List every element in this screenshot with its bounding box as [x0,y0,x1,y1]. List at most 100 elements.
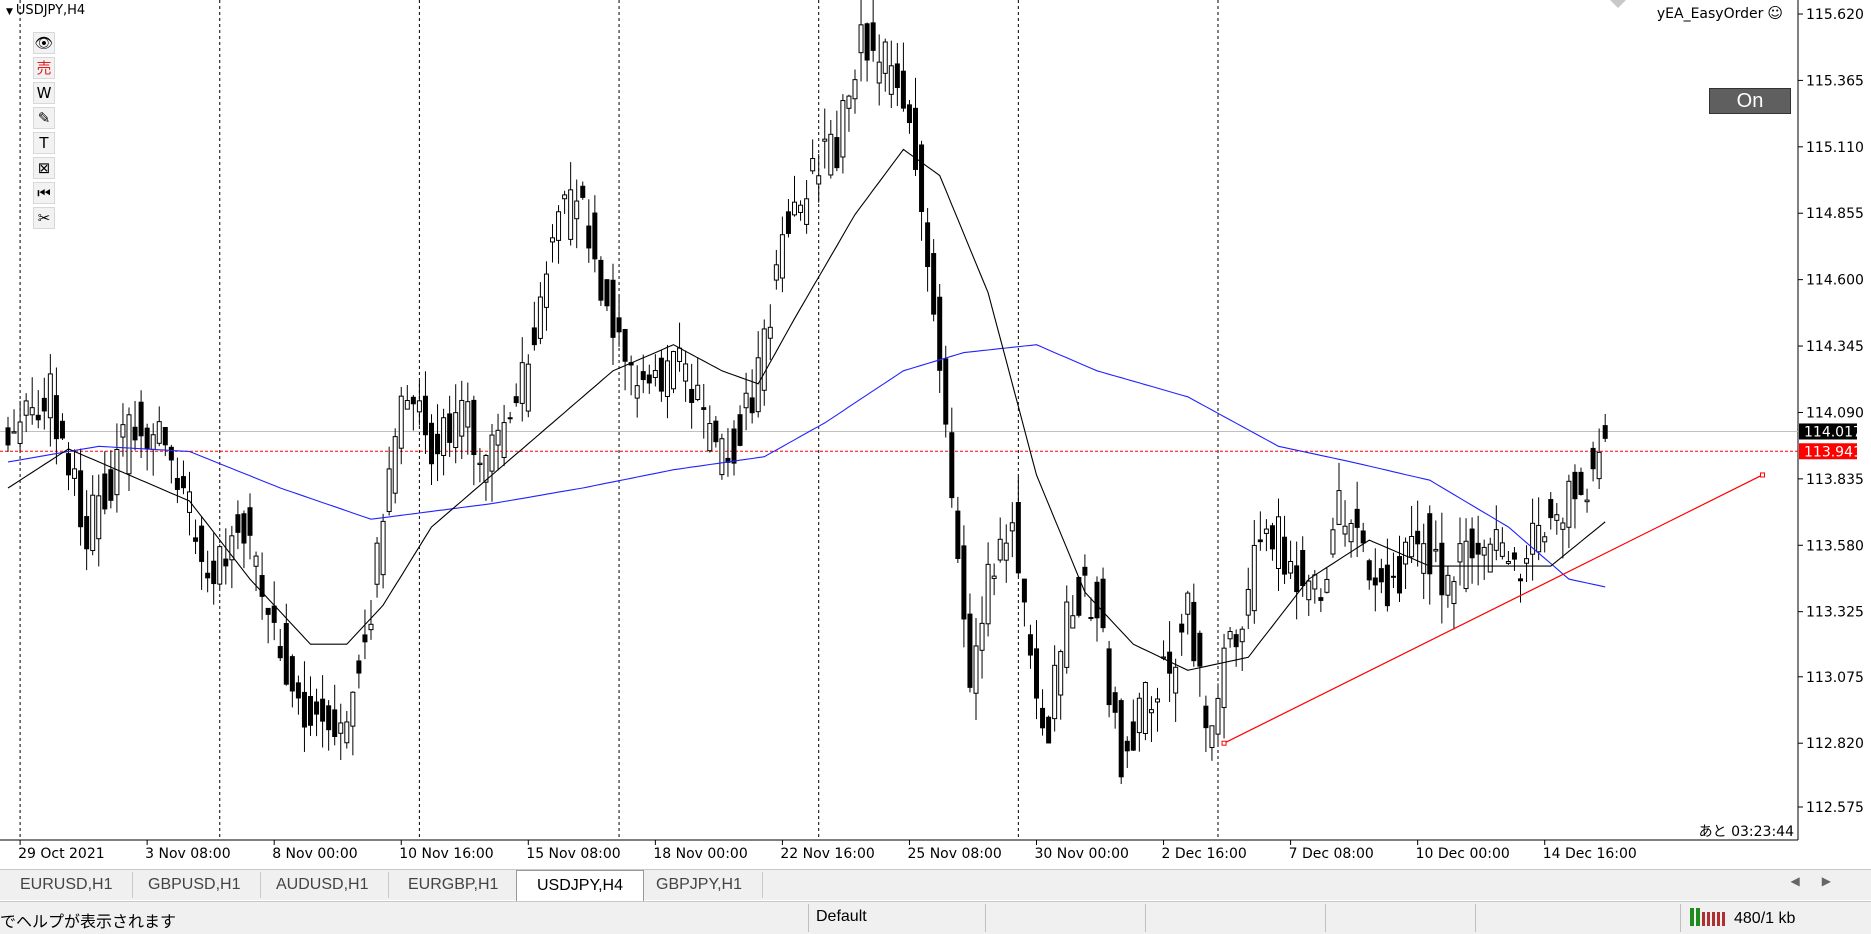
candle-body [350,691,356,727]
candle-body [1046,716,1052,744]
candle-body [259,575,265,597]
candle-body [144,427,150,450]
y-tick-label: 113.075 [1806,670,1864,686]
candle-body [604,279,610,307]
eye-icon[interactable]: 👁 [33,32,55,54]
scissors-icon[interactable]: ✂ [33,207,55,229]
candle-body [199,525,205,562]
y-tick-label: 115.110 [1806,140,1864,156]
candle-body [876,61,882,84]
status-divider [808,904,809,932]
tab-audusd-h1[interactable]: AUDUSD,H1 [256,872,390,898]
candle-body [537,296,543,339]
shift-marker-icon[interactable] [1610,0,1626,8]
text-icon[interactable]: T [33,132,55,154]
candle-body [658,357,664,392]
price-chart[interactable]: 115.620 115.365 115.110 114.855 114.600 114.3… [0,0,1871,869]
candle-body [1572,471,1578,500]
candle-body [380,520,386,576]
candle-body [47,373,53,419]
candle-body [241,513,247,544]
tab-scroll-arrows[interactable]: ◀▶ [1791,874,1853,888]
candle-body [1590,447,1596,470]
candle-body [1245,588,1251,616]
candle-body [1348,522,1354,543]
scroll-left-icon[interactable]: ◀ [1790,874,1822,888]
candle-body [1324,578,1330,593]
candle-body [53,395,59,440]
candle-body [283,623,289,685]
caret-down-icon[interactable]: ▼ [6,7,13,17]
moving-averages [7,148,1606,671]
candle-body [501,422,507,458]
candle-body [1445,574,1451,596]
candle-body [1475,542,1481,555]
trendline-group[interactable] [1221,472,1765,746]
candle-body [1542,536,1548,543]
tab-eurusd-h1[interactable]: EURUSD,H1 [0,872,134,898]
status-divider [1145,904,1146,932]
candle-body [858,24,864,54]
ma-fast-line [7,148,1606,671]
shapes-icon[interactable]: ⊠ [33,157,55,179]
candle-body [580,185,586,198]
candle-body [1027,634,1033,656]
rewind-icon[interactable]: ⏮ [33,182,55,204]
candle-body [610,279,616,338]
candle-body [386,468,392,513]
on-button[interactable]: On [1709,88,1791,114]
candle-body [882,41,888,74]
candle-body [1215,697,1221,735]
candle-body [888,65,894,95]
x-tick-label: 29 Oct 2021 [18,846,105,862]
x-tick-label: 22 Nov 16:00 [780,846,874,862]
candle-body [126,414,132,475]
candle-body [1034,648,1039,699]
candle-body [1372,577,1378,586]
candle-body [719,438,725,476]
candle-body [562,194,568,200]
ea-indicator[interactable]: yEA_EasyOrder ☺ [1657,4,1783,22]
candle-body [205,572,211,579]
candle-body [374,542,380,585]
candle-body [1221,647,1227,709]
candle-body [247,507,253,536]
scroll-right-icon[interactable]: ▶ [1821,874,1853,888]
candle-body [616,317,622,333]
candle-body [1257,539,1263,543]
symbol-title: USDJPY,H4 [15,3,86,18]
candle-body [84,516,90,550]
candle-body [1602,425,1608,439]
candle-body [1366,560,1372,581]
chart-background [0,0,1871,869]
tab-eurgbp-h1[interactable]: EURGBP,H1 [388,872,520,898]
time-scale: 29 Oct 2021 3 Nov 08:00 8 Nov 00:00 10 Nov … [18,840,1637,862]
pencil-icon[interactable]: ✎ [33,107,55,129]
candle-body [1203,705,1209,729]
connection-bars-icon [1690,908,1725,926]
candle-body [683,363,689,382]
tab-gbpusd-h1[interactable]: GBPUSD,H1 [128,872,262,898]
candle-body [138,401,144,437]
candle-body [1239,628,1245,643]
candle-body [96,495,102,540]
candle-body [477,462,483,466]
tab-gbpjpy-h1[interactable]: GBPJPY,H1 [636,872,763,898]
candle-body [150,434,156,450]
candle-body [1118,700,1124,778]
ea-label: yEA_EasyOrder [1656,6,1764,22]
w-icon[interactable]: W [33,82,55,104]
tab-usdjpy-h4[interactable]: USDJPY,H4 [516,870,644,901]
x-tick-label: 15 Nov 08:00 [526,846,620,862]
candle-body [1124,740,1130,752]
candle-body [35,414,41,421]
status-divider [985,904,986,932]
candle-body [1070,615,1076,629]
candle-body [1439,542,1445,596]
candle-body [1511,552,1517,560]
trendline-anchor [1221,740,1227,746]
sell-icon[interactable]: 売 [33,57,55,79]
candle-body [622,329,628,362]
candle-body [1336,490,1342,525]
candle-body [646,374,652,384]
